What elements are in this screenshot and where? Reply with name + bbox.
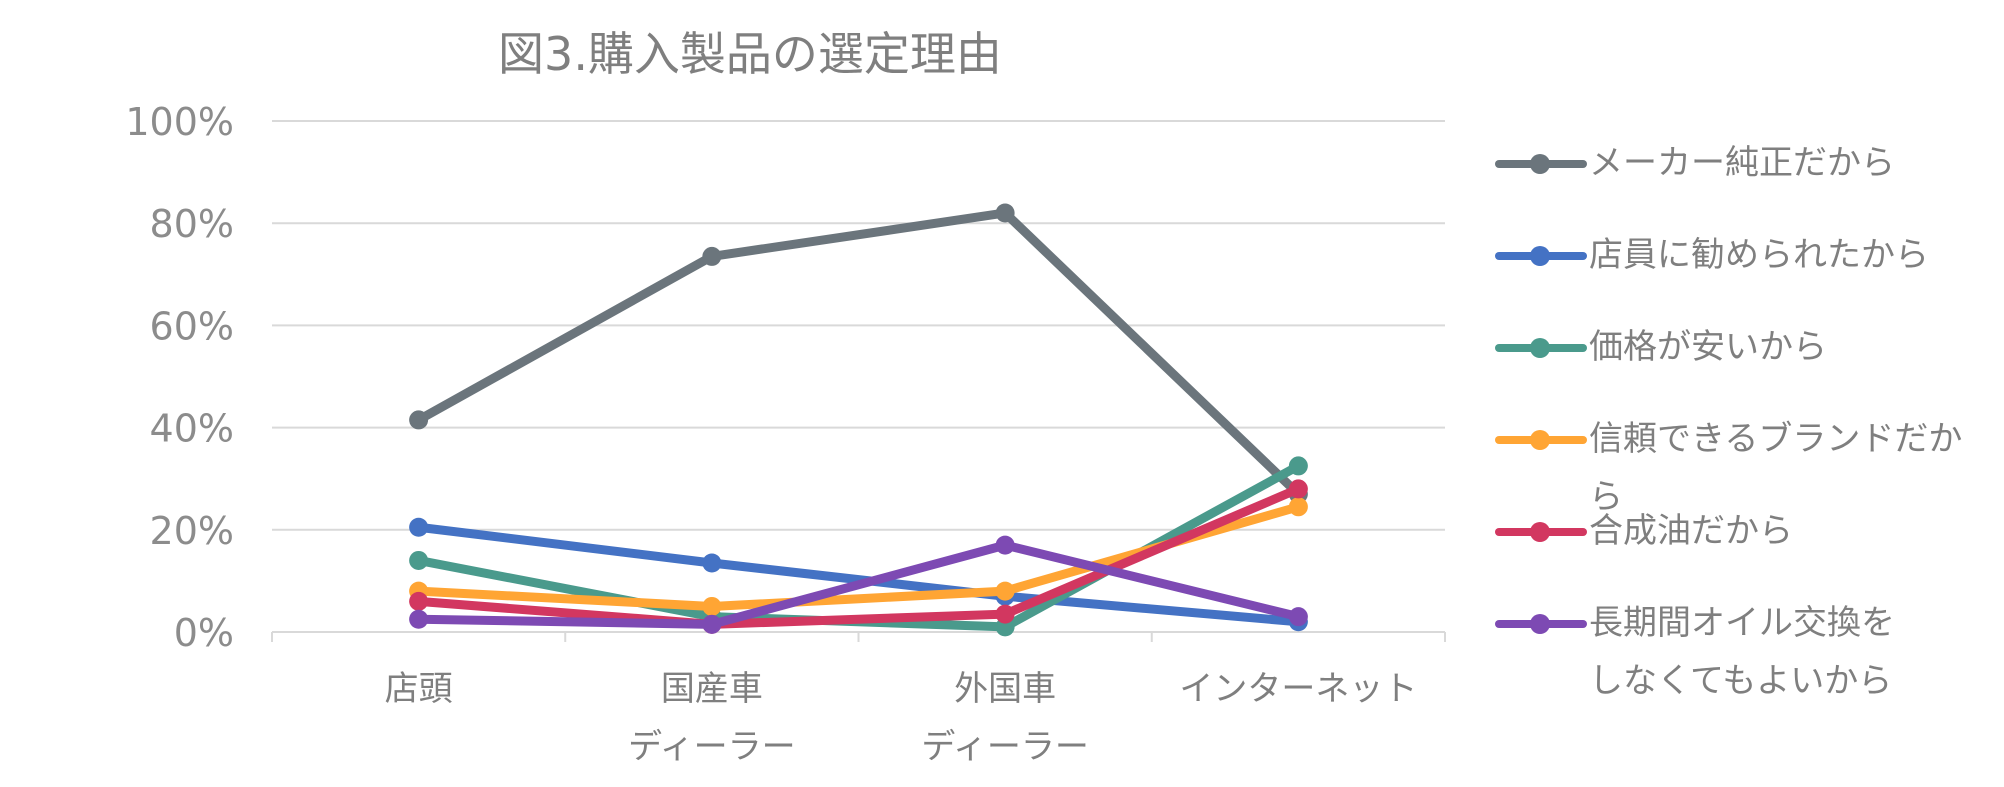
data-point [409,609,429,629]
series-lines [409,203,1308,637]
legend-label: 信頼できるブランドだから [1589,419,1963,517]
data-point [409,517,429,537]
legend-swatch [1493,508,1589,554]
y-tick-label: 100% [125,100,234,144]
x-tick-label: 外国車 [954,669,1056,709]
data-point [702,553,722,573]
series-line [414,522,1303,627]
y-axis: 0% 20% 40% 60% 80% 100% [125,100,234,655]
data-point [995,604,1015,624]
data-point [409,410,429,430]
legend-swatch [1493,600,1589,646]
legend-item: 合成油だから [1493,508,1989,560]
data-point [702,596,722,616]
x-tick-label: インターネット [1179,669,1417,709]
legend-item: メーカー純正だから [1493,140,1989,192]
series-0 [409,203,1308,504]
legend-swatch [1493,324,1589,370]
data-point [995,535,1015,555]
data-point [409,591,429,611]
chart-title: 図3.購入製品の選定理由 [498,27,1002,81]
legend-label: メーカー純正だから [1589,143,1895,183]
legend-label: 店員に勧められたから [1589,235,1929,275]
y-tick-label: 20% [150,509,234,553]
data-point [409,550,429,570]
legend-label: 長期間オイル交換を しなくてもよいから [1589,603,1895,701]
series-line [414,502,1303,611]
data-point [995,203,1015,223]
legend-item: 信頼できるブランドだから [1493,416,1989,526]
legend-swatch [1493,232,1589,278]
data-point [702,246,722,266]
data-point [995,581,1015,601]
legend-item: 店員に勧められたから [1493,232,1989,284]
data-point [1288,497,1308,517]
series-3 [409,497,1308,616]
data-point [1288,607,1308,627]
legend: メーカー純正だから 店員に勧められたから 価格が安いから信頼できるブランドだから 合成… [1493,0,2003,787]
data-point [702,614,722,634]
x-tick-label-line2: ディーラー [628,727,796,767]
y-tick-label: 40% [150,407,234,451]
legend-item: 長期間オイル交換を しなくてもよいから [1493,600,1989,710]
legend-swatch [1493,140,1589,186]
x-tick-label-line2: ディーラー [921,727,1089,767]
series-line [414,208,1303,499]
data-point [1288,456,1308,476]
legend-swatch [1493,416,1589,462]
x-tick-label: 国産車 [661,669,763,709]
legend-label: 合成油だから [1589,511,1793,551]
y-tick-label: 80% [150,202,234,246]
series-line [414,484,1303,629]
legend-label: 価格が安いから [1589,327,1827,367]
legend-item: 価格が安いから [1493,324,1989,376]
data-point [1288,479,1308,499]
y-tick-label: 0% [174,611,234,655]
series-5 [409,535,1308,634]
series-line [414,540,1303,629]
y-tick-label: 60% [150,304,234,348]
x-tick-label: 店頭 [385,669,453,709]
